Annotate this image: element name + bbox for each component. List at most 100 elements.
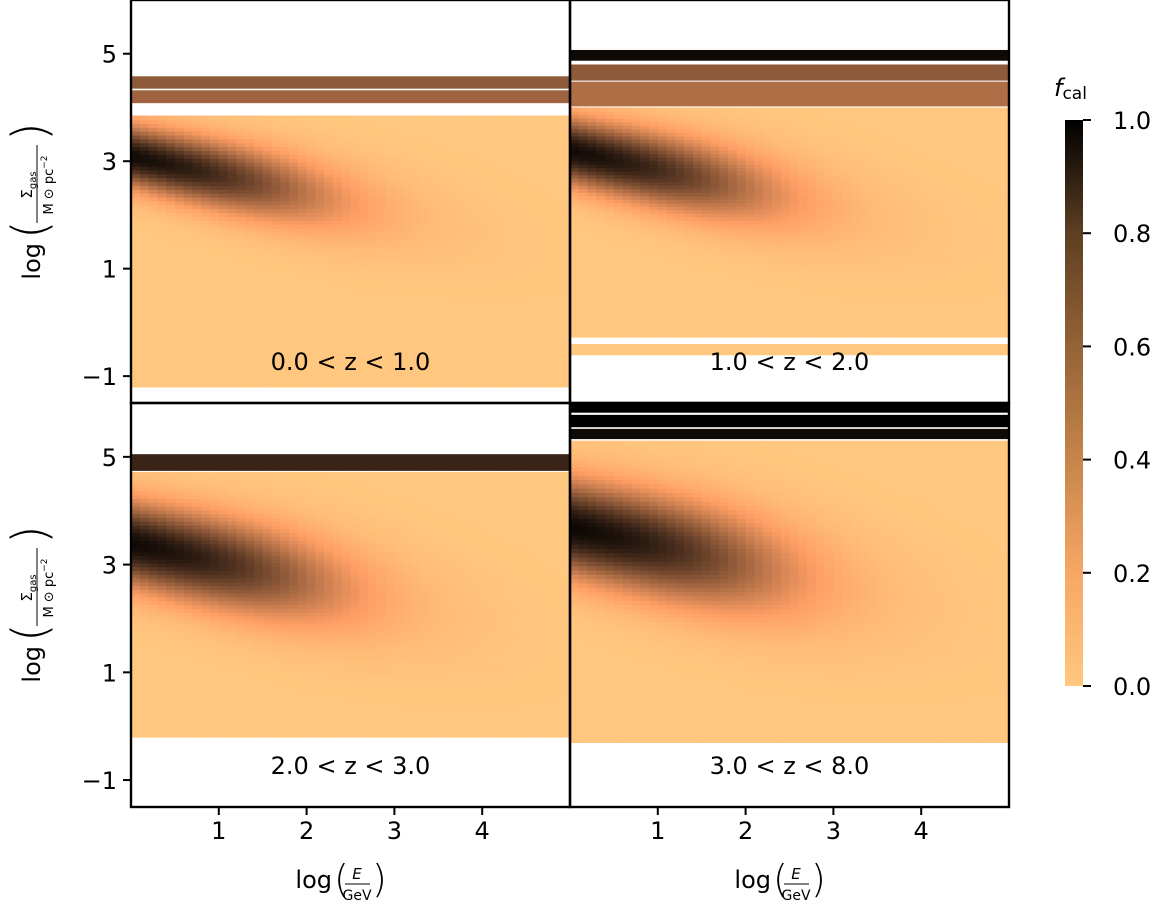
heatmap-cell [341, 317, 352, 322]
heatmap-cell [482, 251, 492, 256]
heatmap-cell [552, 359, 562, 365]
heatmap-cell [368, 297, 378, 303]
heatmap-cell [894, 255, 905, 260]
heatmap-cell [482, 231, 492, 237]
heatmap-cell [341, 286, 352, 291]
heatmap-cell [174, 185, 185, 190]
heatmap-cell [771, 305, 782, 310]
heatmap-cell [332, 359, 343, 365]
heatmap-cell [771, 308, 782, 313]
heatmap-cell [947, 259, 957, 264]
heatmap-cell [447, 344, 457, 349]
heatmap-cell [411, 189, 422, 194]
heatmap-cell [578, 269, 589, 275]
heatmap-cell [139, 297, 150, 303]
heatmap-cell [578, 245, 589, 250]
heatmap-cell [912, 280, 922, 285]
heatmap-cell [201, 138, 211, 144]
heatmap-cell [271, 177, 281, 183]
heatmap-cell [218, 154, 229, 159]
heatmap-cell [166, 158, 176, 163]
heatmap-cell [174, 200, 185, 206]
heatmap-cell [736, 269, 747, 275]
heatmap-cell [148, 212, 158, 217]
heatmap-cell [956, 312, 966, 317]
heatmap-cell [464, 123, 475, 128]
heatmap-cell [552, 142, 562, 148]
heatmap-cell [306, 227, 316, 233]
heatmap-cell [894, 298, 905, 303]
heatmap-cell [517, 371, 527, 376]
heatmap-cell [411, 351, 422, 357]
heatmap-cell [227, 227, 237, 233]
heatmap-cell [815, 298, 826, 303]
heatmap-cell [148, 224, 158, 229]
heatmap-cell [455, 243, 466, 248]
heatmap-cell [490, 383, 501, 388]
heatmap-cell [789, 315, 799, 320]
heatmap-cell [613, 315, 624, 320]
heatmap-cell [297, 200, 308, 206]
heatmap-cell [763, 351, 773, 356]
heatmap-cell [262, 375, 273, 380]
heatmap-cell [376, 196, 387, 202]
heatmap-cell [517, 173, 527, 179]
heatmap-cell [859, 245, 870, 250]
heatmap-cell [429, 162, 439, 167]
heatmap-cell [403, 351, 413, 357]
heatmap-cell [350, 363, 360, 369]
heatmap-cell [833, 248, 843, 253]
heatmap-cell [403, 375, 413, 380]
heatmap-cell [289, 169, 299, 175]
heatmap-cell [245, 301, 255, 307]
heatmap-cell [174, 224, 185, 229]
heatmap-cell [578, 266, 589, 271]
heatmap-cell [174, 131, 185, 136]
heatmap-cell [815, 255, 826, 260]
heatmap-cell [499, 266, 510, 272]
heatmap-cell [570, 269, 580, 275]
heatmap-cell [438, 165, 448, 171]
heatmap-cell [490, 154, 501, 159]
heatmap-cell [482, 336, 492, 341]
heatmap-cell [859, 252, 870, 257]
heatmap-cell [429, 278, 439, 283]
heatmap-cell [526, 274, 536, 279]
heatmap-cell [157, 146, 167, 152]
heatmap-cell [499, 328, 510, 334]
heatmap-cell [262, 383, 273, 388]
heatmap-cell [526, 224, 536, 229]
heatmap-cell [315, 301, 325, 307]
heatmap-cell [359, 119, 369, 124]
heatmap-cell [719, 298, 729, 303]
heatmap-cell [253, 150, 264, 155]
heatmap-cell [570, 347, 580, 352]
heatmap-cell [324, 289, 334, 295]
heatmap-cell [552, 289, 562, 295]
heatmap-cell [719, 329, 729, 335]
heatmap-cell [780, 280, 791, 285]
heatmap-cell [245, 270, 255, 276]
heatmap-cell [815, 347, 826, 352]
heatmap-cell [499, 289, 510, 295]
heatmap-cell [464, 379, 475, 384]
heatmap-cell [201, 355, 211, 361]
heatmap-cell [824, 266, 834, 271]
heatmap-cell [131, 162, 141, 167]
heatmap-cell [894, 344, 905, 349]
heatmap-cell [315, 247, 325, 252]
heatmap-cell [157, 379, 167, 384]
heatmap-cell [218, 119, 229, 124]
heatmap-cell [534, 336, 545, 341]
heatmap-cell [210, 278, 220, 283]
heatmap-cell [877, 315, 887, 320]
heatmap-cell [578, 351, 589, 356]
heatmap-cell [464, 324, 475, 330]
heatmap-cell [280, 247, 290, 252]
heatmap-cell [350, 313, 360, 318]
heatmap-cell [376, 301, 387, 307]
heatmap-cell [376, 293, 387, 299]
heatmap-cell [552, 235, 562, 241]
heatmap-cell [227, 200, 237, 206]
heatmap-cell [210, 227, 220, 233]
